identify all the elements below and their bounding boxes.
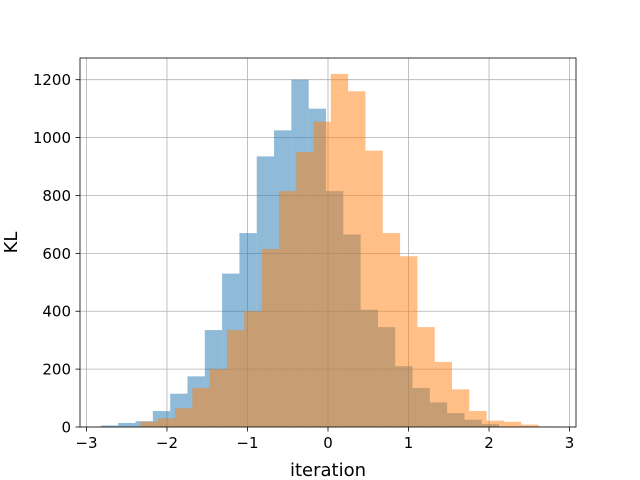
histogram-bar-series-2 — [469, 411, 487, 427]
y-tick-label: 400 — [42, 303, 71, 321]
histogram-bar-series-2 — [261, 249, 279, 427]
y-tick-label: 200 — [42, 361, 71, 379]
histogram-bar-series-2 — [365, 150, 383, 428]
histogram-bar-series-2 — [521, 424, 539, 427]
x-tick-label: 0 — [323, 434, 333, 452]
histogram-bar-series-2 — [313, 121, 331, 427]
histogram-bar-series-2 — [486, 420, 504, 427]
histogram-bar-series-2 — [157, 418, 176, 427]
histogram-bar-series-2 — [226, 330, 245, 427]
y-tick-label: 600 — [42, 245, 71, 263]
axis-ticks: −3 −2 −1 0 1 2 3 0 200 400 600 800 1000 1200 — [33, 71, 575, 452]
histogram-bar-series-2 — [417, 327, 435, 427]
histogram-bar-series-2 — [503, 421, 522, 427]
y-tick-label: 1000 — [33, 129, 71, 147]
histogram-bar-series-2 — [382, 233, 401, 427]
x-tick-label: 1 — [404, 434, 414, 452]
histogram-bars — [100, 73, 556, 428]
x-tick-label: −3 — [75, 434, 97, 452]
y-tick-label: 800 — [42, 187, 71, 205]
y-axis-label: KL — [1, 232, 22, 254]
x-tick-label: 3 — [565, 434, 575, 452]
histogram-bar-series-2 — [192, 387, 210, 427]
histogram-bar-series-2 — [400, 256, 418, 427]
histogram-bar-series-2 — [140, 421, 158, 427]
x-tick-label: −2 — [156, 434, 178, 452]
histogram-bar-series-2 — [244, 311, 262, 427]
histogram-bar-series-1 — [118, 422, 136, 427]
x-tick-label: −1 — [236, 434, 258, 452]
histogram-bar-series-2 — [452, 389, 470, 427]
histogram-bar-series-2 — [434, 361, 452, 427]
histogram-bar-series-1 — [100, 425, 119, 427]
histogram-bar-series-2 — [330, 73, 349, 427]
y-tick-label: 0 — [61, 419, 71, 437]
y-tick-label: 1200 — [33, 71, 71, 89]
x-axis-label: iteration — [290, 460, 366, 480]
histogram-bar-series-2 — [278, 191, 297, 427]
histogram-bar-series-2 — [175, 408, 193, 427]
x-tick-label: 2 — [484, 434, 494, 452]
histogram-bar-series-2 — [348, 91, 366, 428]
histogram-bar-series-2 — [296, 152, 314, 427]
histogram-bar-series-2 — [209, 369, 227, 427]
